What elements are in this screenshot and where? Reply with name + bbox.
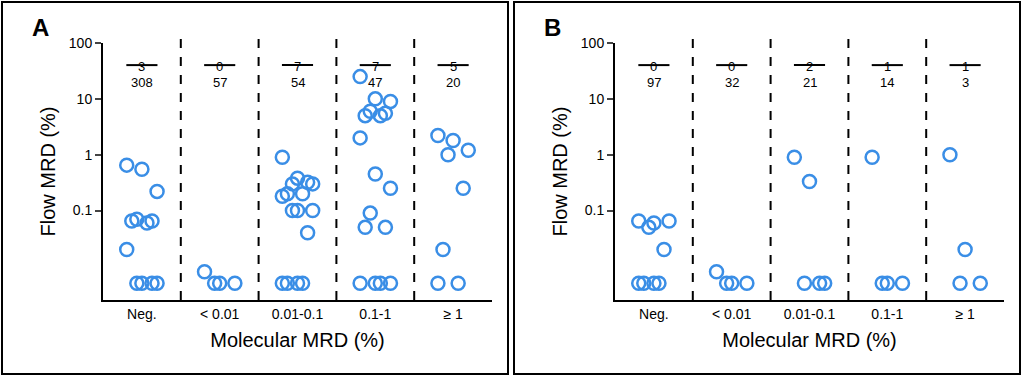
svg-text:1: 1: [962, 59, 969, 74]
svg-text:0: 0: [650, 59, 657, 74]
svg-text:0: 0: [216, 59, 223, 74]
svg-text:97: 97: [647, 75, 661, 90]
svg-text:308: 308: [131, 75, 153, 90]
svg-text:100: 100: [69, 35, 93, 51]
svg-text:0.1: 0.1: [73, 202, 93, 218]
svg-text:47: 47: [368, 75, 382, 90]
svg-text:0: 0: [728, 59, 735, 74]
svg-text:Neg.: Neg.: [639, 306, 669, 322]
svg-text:10: 10: [589, 91, 605, 107]
svg-text:< 0.01: < 0.01: [712, 306, 752, 322]
svg-text:1: 1: [884, 59, 891, 74]
svg-text:14: 14: [880, 75, 894, 90]
svg-text:Flow MRD (%): Flow MRD (%): [37, 107, 59, 237]
svg-text:< 0.01: < 0.01: [200, 306, 240, 322]
svg-text:Molecular MRD (%): Molecular MRD (%): [722, 329, 896, 351]
svg-text:A: A: [32, 14, 49, 41]
svg-text:7: 7: [372, 59, 379, 74]
svg-text:B: B: [544, 14, 561, 41]
svg-text:0.01-0.1: 0.01-0.1: [784, 306, 836, 322]
svg-text:1: 1: [596, 147, 604, 163]
svg-text:≥ 1: ≥ 1: [955, 306, 975, 322]
svg-text:≥ 1: ≥ 1: [443, 306, 463, 322]
svg-text:21: 21: [803, 75, 817, 90]
svg-text:7: 7: [294, 59, 301, 74]
svg-text:1: 1: [84, 147, 92, 163]
svg-text:3: 3: [138, 59, 145, 74]
svg-text:0.1: 0.1: [585, 202, 605, 218]
svg-text:10: 10: [77, 91, 93, 107]
svg-text:20: 20: [446, 75, 460, 90]
svg-text:Molecular MRD (%): Molecular MRD (%): [210, 329, 384, 351]
svg-text:0.1-1: 0.1-1: [359, 306, 391, 322]
svg-text:100: 100: [581, 35, 605, 51]
svg-text:2: 2: [806, 59, 813, 74]
svg-text:0.1-1: 0.1-1: [871, 306, 903, 322]
svg-text:57: 57: [213, 75, 227, 90]
svg-text:3: 3: [962, 75, 969, 90]
svg-text:54: 54: [291, 75, 305, 90]
svg-text:32: 32: [725, 75, 739, 90]
svg-text:Neg.: Neg.: [127, 306, 157, 322]
svg-text:5: 5: [450, 59, 457, 74]
svg-text:Flow MRD (%): Flow MRD (%): [549, 107, 571, 237]
svg-text:0.01-0.1: 0.01-0.1: [272, 306, 324, 322]
